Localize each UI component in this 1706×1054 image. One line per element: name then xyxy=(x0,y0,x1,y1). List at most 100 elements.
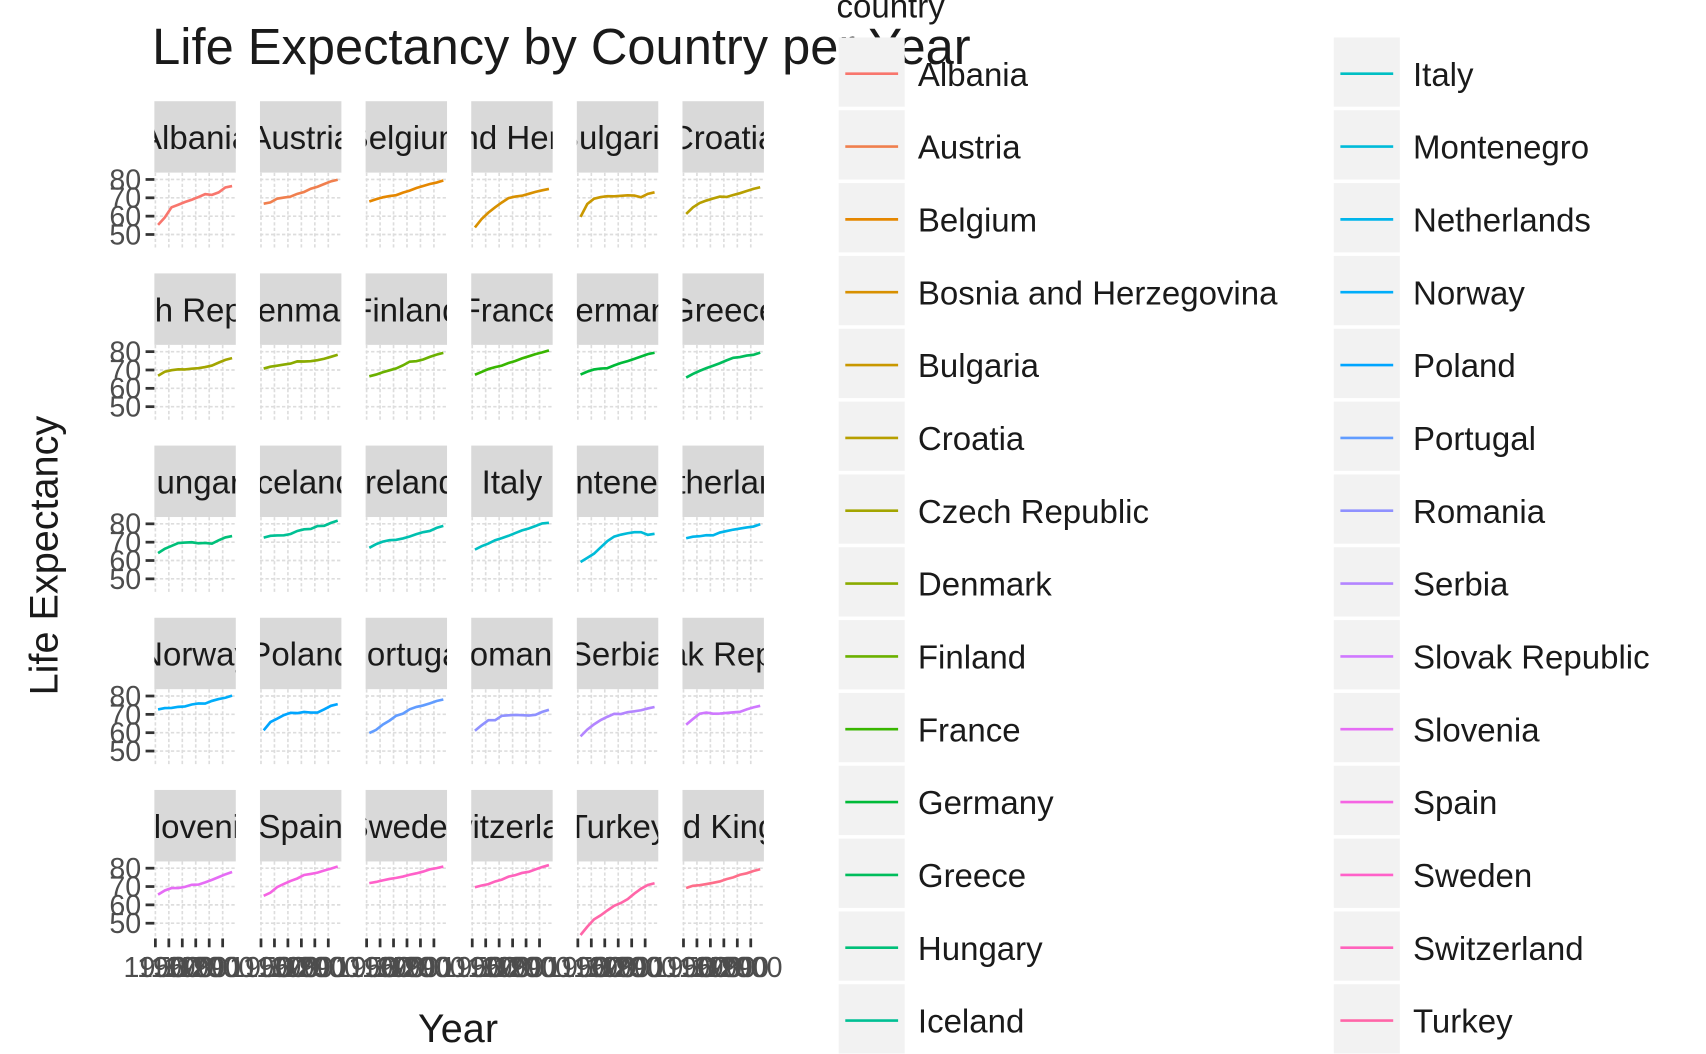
legend-key xyxy=(838,110,905,180)
strip-background xyxy=(259,445,342,518)
legend-label: Czech Republic xyxy=(918,493,1149,530)
legend-key xyxy=(838,620,905,690)
legend-label: Sweden xyxy=(1413,857,1532,894)
strip-label: Germany xyxy=(550,291,686,328)
strip-label: Serbia xyxy=(570,636,666,673)
strip-background xyxy=(682,789,764,862)
strip-label: Montenegro xyxy=(529,463,705,500)
strip-background xyxy=(154,789,236,862)
legend-label: Serbia xyxy=(1413,566,1509,603)
strip-background xyxy=(365,273,448,345)
x-tick-label: 2000 xyxy=(719,952,783,984)
x-tick-label: 1960 xyxy=(454,952,518,984)
y-tick-label: 80 xyxy=(109,681,141,713)
legend-key xyxy=(1333,984,1400,1054)
series-line xyxy=(263,865,339,898)
x-tick-label: 1970 xyxy=(467,952,531,984)
series-line xyxy=(263,519,339,539)
series-line xyxy=(369,865,444,885)
series-line xyxy=(579,705,655,738)
legend-label: Italy xyxy=(1413,56,1474,93)
x-tick-label: 2000 xyxy=(296,952,360,984)
legend-label: Montenegro xyxy=(1413,129,1589,166)
legend-key xyxy=(838,838,905,908)
strip-label: Albania xyxy=(140,119,251,156)
legend-label: France xyxy=(918,711,1021,748)
legend-key xyxy=(1333,474,1400,544)
x-tick-label: 1980 xyxy=(164,952,228,984)
legend-key xyxy=(838,401,905,471)
strip-label: Hungary xyxy=(133,463,258,500)
strip-label: Ireland xyxy=(356,463,457,500)
x-tick-label: 1950 xyxy=(335,952,399,984)
legend-label: Switzerland xyxy=(1413,930,1584,967)
strip-label: Italy xyxy=(482,463,543,500)
legend-label: Finland xyxy=(918,638,1026,675)
x-tick-label: 1970 xyxy=(573,952,637,984)
strip-label: Slovak Republic xyxy=(605,636,842,673)
series-line xyxy=(157,694,233,711)
legend-key xyxy=(1333,37,1400,107)
strip-background xyxy=(365,617,448,690)
strip-background xyxy=(576,101,659,173)
strip-background xyxy=(682,101,764,173)
legend-key xyxy=(838,765,905,836)
y-tick-label: 60 xyxy=(109,890,141,922)
legend-key xyxy=(1333,692,1400,763)
legend-label: Denmark xyxy=(918,566,1052,603)
strip-label: Turkey xyxy=(568,808,668,845)
y-tick-label: 80 xyxy=(109,509,141,541)
legend-label: Norway xyxy=(1413,274,1525,311)
legend-label: Slovak Republic xyxy=(1413,638,1650,675)
x-tick-label: 1980 xyxy=(586,952,650,984)
strip-background xyxy=(576,273,659,345)
strip-background xyxy=(154,445,236,518)
series-line xyxy=(685,704,761,726)
strip-background xyxy=(682,273,764,345)
legend-key xyxy=(1333,401,1400,471)
strip-background xyxy=(259,101,342,173)
strip-background xyxy=(471,617,553,690)
legend-key xyxy=(838,474,905,544)
x-tick-label: 1990 xyxy=(494,952,558,984)
legend-key xyxy=(1333,620,1400,690)
x-tick-label: 1950 xyxy=(124,952,188,984)
legend-title: country xyxy=(836,0,945,25)
series-line xyxy=(368,351,444,378)
y-tick-label: 70 xyxy=(109,527,141,559)
legend-label: Iceland xyxy=(918,1003,1024,1040)
strip-label: Switzerland xyxy=(427,808,598,845)
x-tick-label: 1990 xyxy=(600,952,664,984)
x-tick-label: 1990 xyxy=(389,952,453,984)
series-line xyxy=(579,191,655,218)
x-tick-label: 1970 xyxy=(150,952,214,984)
x-tick-label: 1970 xyxy=(679,952,743,984)
strip-background xyxy=(471,101,553,173)
legend-key xyxy=(1333,838,1400,908)
x-tick-label: 1950 xyxy=(652,952,716,984)
x-tick-label: 2000 xyxy=(508,952,572,984)
strip-label: Belgium xyxy=(347,119,466,156)
x-tick-label: 1960 xyxy=(665,952,729,984)
legend-key xyxy=(838,328,905,399)
series-line xyxy=(685,185,761,215)
legend-label: Bulgaria xyxy=(918,347,1040,384)
x-tick-label: 1950 xyxy=(229,952,293,984)
strip-background xyxy=(259,617,342,690)
x-tick-label: 2000 xyxy=(402,952,466,984)
series-line xyxy=(368,698,444,735)
series-line xyxy=(263,178,339,205)
x-tick-label: 1990 xyxy=(177,952,241,984)
x-tick-label: 1990 xyxy=(283,952,347,984)
strip-label: Greece xyxy=(669,291,777,328)
strip-label: Bulgaria xyxy=(557,119,679,156)
x-tick-label: 1980 xyxy=(481,952,545,984)
strip-background xyxy=(471,789,553,862)
strip-background xyxy=(471,445,553,518)
y-tick-label: 80 xyxy=(109,337,141,369)
legend-key xyxy=(838,547,905,617)
strip-background xyxy=(365,101,448,173)
series-line xyxy=(368,524,444,549)
x-tick-label: 1950 xyxy=(546,952,610,984)
